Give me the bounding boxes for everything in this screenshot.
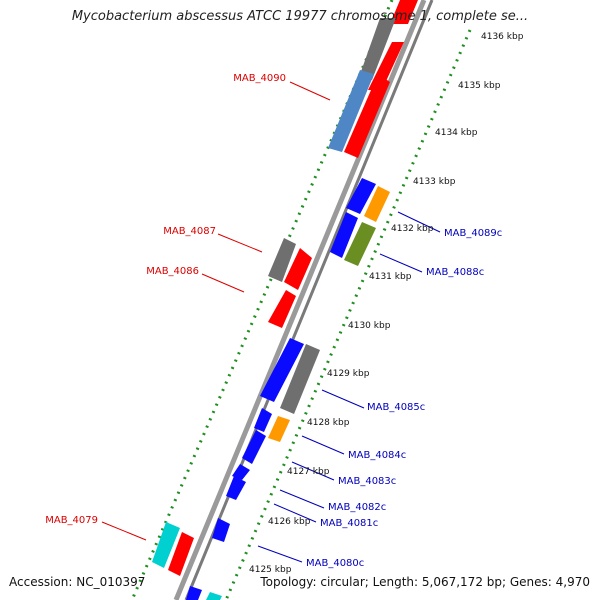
scale-label: 4132 kbp [391,224,434,234]
scale-label: 4127 kbp [287,467,330,477]
gene-label-MAB_4089c[interactable]: MAB_4089c [444,228,502,239]
scale-label: 4129 kbp [327,369,370,379]
scale-label: 4133 kbp [413,177,456,187]
reverse-gene-features [330,178,390,266]
gene-gray[interactable] [268,238,296,282]
gene-red[interactable] [284,248,312,290]
gene-blue[interactable] [226,476,246,500]
gene-blue[interactable] [212,518,230,542]
gene-orange[interactable] [364,186,390,222]
leader-MAB_4089c [397,211,441,233]
right-gene-labels: MAB_4089c MAB_4088c MAB_4085c MAB_4084c … [306,228,502,569]
gene-red[interactable] [168,532,194,576]
leader-MAB_4081c [273,503,317,523]
leader-MAB_4087 [217,233,263,253]
gene-red[interactable] [390,0,418,24]
gene-olive[interactable] [344,222,376,266]
gene-label-MAB_4086[interactable]: MAB_4086 [146,266,199,277]
scale-label: 4136 kbp [481,32,524,42]
gene-steel[interactable] [328,70,374,152]
chromosome-backbone [173,0,427,600]
gene-label-MAB_4090[interactable]: MAB_4090 [233,73,286,84]
gene-gray[interactable] [280,344,320,414]
scale-label: 4134 kbp [435,128,478,138]
left-gene-labels: MAB_4090 MAB_4087 MAB_4086 MAB_4079 [45,73,286,526]
gene-blue[interactable] [330,212,358,258]
scale-label: 4135 kbp [458,81,501,91]
leader-MAB_4088c [379,253,423,273]
scale-labels: 4136 kbp 4135 kbp 4134 kbp 4133 kbp 4132… [249,32,524,575]
leader-MAB_4083c [291,461,335,481]
chromosome-backbone-inner [184,0,434,600]
gene-blue[interactable] [260,338,304,402]
scale-label: 4131 kbp [369,272,412,282]
gene-label-MAB_4082c[interactable]: MAB_4082c [328,502,386,513]
leader-MAB_4080c [257,545,303,563]
scale-label: 4125 kbp [249,565,292,575]
outer-tick-track [130,0,394,600]
gene-blue[interactable] [186,586,202,600]
gene-blue[interactable] [232,464,250,480]
gene-label-MAB_4085c[interactable]: MAB_4085c [367,402,425,413]
leader-MAB_4086 [201,273,245,293]
gene-blue[interactable] [346,178,376,214]
label-leaders [101,81,441,563]
gene-label-MAB_4088c[interactable]: MAB_4088c [426,267,484,278]
gene-red[interactable] [268,290,296,328]
gene-features [152,0,418,600]
accession-text: Accession: NC_010397 [9,575,146,589]
gene-label-MAB_4084c[interactable]: MAB_4084c [348,450,406,461]
gene-gray[interactable] [358,18,396,80]
scale-label: 4126 kbp [268,517,311,527]
map-title: Mycobacterium abscessus ATCC 19977 chrom… [71,9,529,24]
gene-blue[interactable] [254,408,272,432]
gene-cyan[interactable] [152,522,180,568]
gene-label-MAB_4080c[interactable]: MAB_4080c [306,558,364,569]
topology-text: Topology: circular; Length: 5,067,172 bp… [260,575,590,589]
leader-MAB_4079 [101,521,147,541]
gene-label-MAB_4083c[interactable]: MAB_4083c [338,476,396,487]
gene-label-MAB_4079[interactable]: MAB_4079 [45,515,98,526]
gene-orange[interactable] [268,416,290,442]
gene-label-MAB_4087[interactable]: MAB_4087 [163,226,216,237]
scale-label: 4130 kbp [348,321,391,331]
gene-blue[interactable] [242,430,266,464]
gene-label-MAB_4081c[interactable]: MAB_4081c [320,518,378,529]
gene-red[interactable] [344,74,390,158]
leader-MAB_4085c [321,389,365,409]
gene-cyan[interactable] [206,592,222,600]
leader-MAB_4084c [301,435,345,455]
scale-label: 4128 kbp [307,418,350,428]
leader-MAB_4090 [289,81,331,101]
leader-MAB_4082c [279,489,325,509]
